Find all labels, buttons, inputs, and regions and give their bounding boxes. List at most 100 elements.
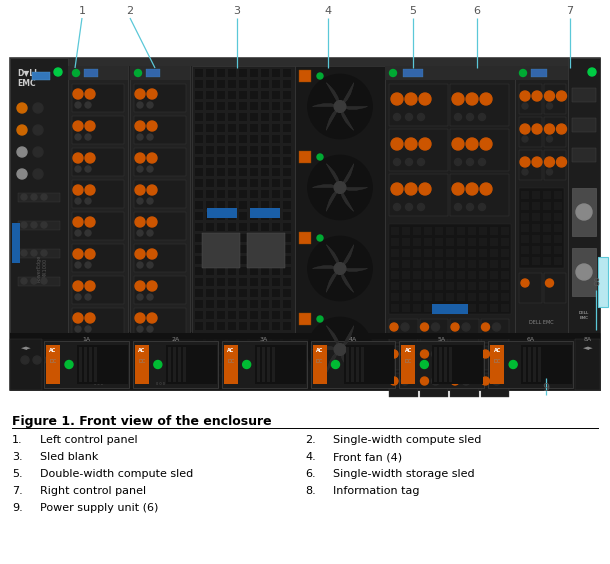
Bar xyxy=(468,260,476,268)
Bar xyxy=(72,212,124,240)
Bar xyxy=(221,341,306,388)
Bar xyxy=(195,377,203,385)
Circle shape xyxy=(452,183,464,195)
Bar xyxy=(239,344,247,352)
Bar xyxy=(424,304,432,312)
Bar xyxy=(228,256,236,264)
Bar xyxy=(544,84,566,114)
Bar xyxy=(544,150,566,180)
Circle shape xyxy=(405,183,417,195)
Circle shape xyxy=(137,198,143,204)
Bar xyxy=(519,273,542,303)
Bar xyxy=(402,260,410,268)
Bar xyxy=(538,347,541,382)
Bar xyxy=(457,293,465,301)
Bar xyxy=(250,102,258,110)
Bar xyxy=(272,190,280,198)
Bar xyxy=(239,223,247,231)
Bar xyxy=(450,84,509,126)
Bar xyxy=(217,212,225,220)
Circle shape xyxy=(33,147,43,157)
Bar xyxy=(531,69,547,77)
PathPatch shape xyxy=(326,164,340,187)
Circle shape xyxy=(73,121,83,131)
Circle shape xyxy=(406,204,412,210)
Bar xyxy=(424,238,432,246)
Bar xyxy=(521,246,529,254)
Bar xyxy=(250,223,258,231)
Text: Double-width compute sled: Double-width compute sled xyxy=(40,469,193,479)
Circle shape xyxy=(334,182,346,193)
Text: PowerEdge
MX1000: PowerEdge MX1000 xyxy=(37,254,48,281)
Bar xyxy=(435,271,443,279)
Bar xyxy=(446,271,454,279)
Bar xyxy=(391,260,399,268)
Bar xyxy=(239,333,247,341)
Bar xyxy=(446,293,454,301)
Bar xyxy=(457,304,465,312)
Text: Front fan (4): Front fan (4) xyxy=(333,452,402,462)
PathPatch shape xyxy=(340,268,354,292)
Bar xyxy=(217,366,225,374)
Circle shape xyxy=(137,134,143,140)
Bar xyxy=(468,282,476,290)
Bar xyxy=(283,245,291,253)
Bar xyxy=(283,168,291,176)
Bar xyxy=(195,256,203,264)
Bar xyxy=(206,212,214,220)
Text: DC: DC xyxy=(227,359,234,364)
Bar xyxy=(519,117,542,147)
Bar xyxy=(195,223,203,231)
Bar xyxy=(598,257,608,307)
Bar xyxy=(572,148,596,162)
Circle shape xyxy=(419,138,431,150)
Circle shape xyxy=(85,249,95,259)
Circle shape xyxy=(547,103,553,109)
Circle shape xyxy=(307,74,373,139)
Bar xyxy=(206,300,214,308)
Bar xyxy=(283,344,291,352)
Bar xyxy=(250,201,258,209)
Bar xyxy=(515,66,568,80)
Circle shape xyxy=(466,183,478,195)
Bar xyxy=(261,146,269,154)
Bar xyxy=(183,347,186,382)
Circle shape xyxy=(481,377,489,385)
Bar xyxy=(239,300,247,308)
Circle shape xyxy=(492,377,500,385)
Bar xyxy=(283,256,291,264)
Bar xyxy=(228,234,236,242)
Bar xyxy=(420,373,448,397)
Bar xyxy=(554,213,562,221)
Circle shape xyxy=(147,281,157,291)
Bar xyxy=(217,124,225,132)
Circle shape xyxy=(417,204,425,210)
Bar xyxy=(385,66,515,390)
Circle shape xyxy=(492,323,500,331)
Bar xyxy=(247,233,285,268)
Bar xyxy=(468,227,476,235)
Bar xyxy=(228,311,236,319)
Bar xyxy=(239,377,247,385)
Bar xyxy=(206,355,214,363)
Circle shape xyxy=(147,313,157,323)
Bar xyxy=(468,249,476,257)
Bar xyxy=(501,260,509,268)
Bar xyxy=(402,238,410,246)
PathPatch shape xyxy=(326,107,340,130)
PathPatch shape xyxy=(340,325,354,350)
Circle shape xyxy=(391,183,403,195)
Text: 7.: 7. xyxy=(12,486,23,496)
Bar xyxy=(206,124,214,132)
Circle shape xyxy=(73,281,83,291)
Bar xyxy=(133,341,218,388)
Bar xyxy=(239,256,247,264)
Bar xyxy=(521,235,529,243)
Bar xyxy=(72,84,124,112)
Text: DC: DC xyxy=(405,359,412,364)
Bar xyxy=(272,234,280,242)
Circle shape xyxy=(454,204,462,210)
Bar xyxy=(519,188,564,268)
Bar xyxy=(195,366,203,374)
Circle shape xyxy=(147,294,153,300)
